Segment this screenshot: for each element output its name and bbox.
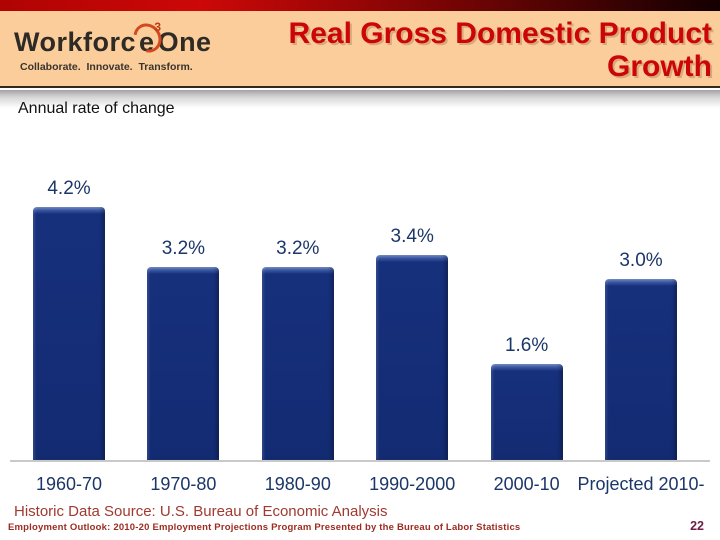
bar-value-label: 3.0%	[619, 250, 663, 271]
bar-1980-90	[261, 267, 334, 460]
page-number: 22	[690, 519, 704, 533]
header-shadow-fade	[0, 90, 720, 108]
bar-Projected 2010-	[605, 279, 677, 460]
category-label: 1960-70	[35, 474, 103, 494]
bar-1970-80	[147, 267, 220, 460]
workforce-one-logo: Workforc e 3 One Collaborate. Innovate. Tra…	[14, 17, 212, 73]
bar-value-label: 3.2%	[161, 238, 206, 259]
category-label: Projected 2010-	[577, 474, 705, 494]
category-label: 1990-2000	[369, 474, 456, 494]
category-label: 2000-10	[493, 474, 560, 494]
bar-1960-70	[33, 207, 105, 460]
slide-title-line2: Growth	[607, 50, 712, 83]
bar-value-label: 1.6%	[504, 335, 549, 356]
slide-title: Real Gross Domestic Product Growth	[152, 17, 712, 83]
category-label: 1980-90	[264, 474, 331, 494]
category-axis: 1960-70 1970-80 1980-90 1990-2000 2000-10 Pro…	[0, 474, 720, 498]
bar-value-label: 3.2%	[276, 238, 320, 259]
footer-source-text: Historic Data Source: U.S. Bureau of Eco…	[14, 503, 388, 520]
bar-2000-10	[490, 364, 563, 460]
footer-program-text: Employment Outlook: 2010-20 Employment P…	[8, 522, 521, 533]
chart-subtitle: Annual rate of change	[18, 100, 175, 117]
logo-text-prefix: Workforc	[14, 27, 137, 57]
category-label: 1970-80	[150, 474, 217, 494]
logo-text-suffix: One	[157, 27, 212, 57]
bar-1990-2000	[376, 255, 449, 460]
top-accent-bar	[0, 0, 720, 11]
logo-superscript-3: 3	[154, 20, 162, 34]
bar-value-label: 4.2%	[47, 178, 91, 199]
bar-value-label: 3.4%	[390, 226, 434, 247]
logo-wordmark: Workforc e 3 One	[14, 17, 212, 59]
bar-chart: 4.2% 3.2% 3.2% 3.4% 1.6% 3.0%	[10, 130, 710, 462]
slide-header: Workforc e 3 One Collaborate. Innovate. Tra…	[0, 11, 720, 88]
logo-e: e	[139, 27, 155, 57]
slide-title-line1: Real Gross Domestic Product	[288, 17, 712, 50]
logo-tagline: Collaborate. Innovate. Transform.	[20, 61, 193, 73]
